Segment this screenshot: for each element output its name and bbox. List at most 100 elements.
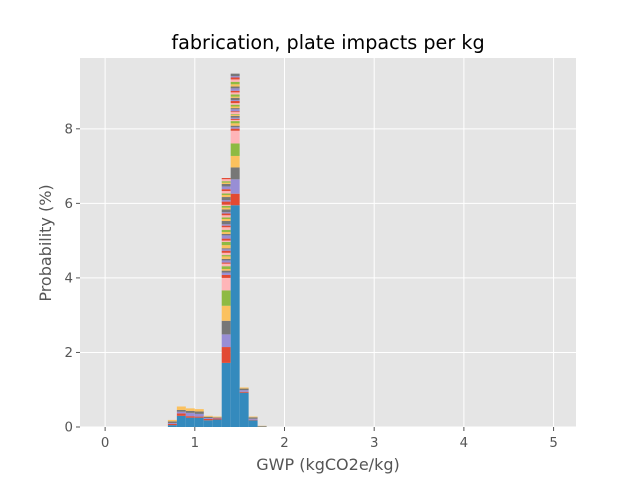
plot-background	[80, 58, 576, 427]
histogram-bar	[239, 391, 249, 393]
histogram-bar	[230, 111, 240, 113]
histogram-bar	[203, 418, 213, 421]
histogram-bar	[248, 418, 258, 420]
histogram-bar	[230, 112, 240, 115]
histogram-bar	[230, 79, 240, 82]
histogram-bar	[221, 233, 231, 236]
histogram-bar	[185, 408, 195, 411]
x-tick-label: 1	[191, 436, 199, 451]
histogram-bar	[176, 411, 186, 414]
histogram-bar	[221, 269, 231, 271]
histogram-bar	[221, 186, 231, 190]
histogram-bar	[230, 118, 240, 120]
histogram-bar	[167, 421, 177, 424]
histogram-bar	[194, 413, 204, 417]
histogram-bar	[257, 425, 267, 427]
histogram-bar	[221, 207, 231, 210]
histogram-bar	[221, 183, 231, 187]
histogram-bar	[221, 191, 231, 194]
histogram-bar	[221, 272, 231, 275]
histogram-bar	[230, 108, 240, 110]
histogram-bar	[221, 250, 231, 253]
histogram-bar	[185, 416, 195, 418]
histogram-bar	[221, 219, 231, 222]
histogram-bar	[221, 221, 231, 225]
x-tick-label: 4	[460, 436, 468, 451]
chart-title: fabrication, plate impacts per kg	[171, 31, 484, 54]
histogram-bar	[230, 84, 240, 87]
histogram-bar	[230, 106, 240, 109]
histogram-bar	[230, 115, 240, 118]
histogram-bar	[221, 179, 231, 182]
histogram-bar	[221, 194, 231, 198]
histogram-bar	[230, 130, 240, 144]
histogram-bar	[230, 205, 240, 427]
y-axis-ticks: 0 2 4 6 8	[65, 122, 80, 436]
y-tick-label: 2	[65, 346, 73, 361]
histogram-bar	[230, 114, 240, 115]
histogram-bar	[230, 76, 240, 78]
y-tick-label: 6	[65, 197, 73, 212]
x-axis-label: GWP (kgCO2e/kg)	[256, 455, 399, 474]
histogram-bar	[203, 416, 213, 419]
histogram-bar	[221, 266, 231, 270]
histogram-bar	[221, 227, 231, 230]
histogram-bar	[230, 96, 240, 98]
histogram-bar	[221, 232, 231, 234]
histogram-bar	[167, 425, 177, 427]
histogram-bar	[257, 426, 267, 427]
histogram-bar	[203, 418, 213, 419]
histogram-bar	[221, 249, 231, 251]
histogram-bar	[239, 392, 249, 427]
histogram-bar	[212, 419, 222, 427]
y-tick-label: 0	[65, 421, 73, 436]
histogram-bar	[221, 362, 231, 427]
histogram-bar	[230, 121, 240, 124]
histogram-bar	[221, 256, 231, 259]
histogram-bar	[176, 413, 186, 416]
histogram-bar	[221, 217, 231, 220]
histogram-bar	[221, 181, 231, 183]
histogram-bar	[230, 90, 240, 93]
histogram-bar	[221, 201, 231, 205]
histogram-bar	[221, 252, 231, 256]
bars	[167, 73, 267, 427]
histogram-bar	[221, 260, 231, 263]
histogram-bar	[212, 417, 222, 418]
histogram-bar	[230, 86, 240, 89]
histogram-bar	[230, 155, 240, 168]
histogram-bar	[221, 241, 231, 246]
histogram-bar	[221, 189, 231, 192]
histogram-bar	[221, 224, 231, 226]
histogram-bar	[230, 97, 240, 101]
histogram-bar	[221, 240, 231, 242]
histogram-bar	[221, 193, 231, 195]
histogram-bar	[221, 178, 231, 180]
histogram-bar	[221, 238, 231, 241]
y-tick-label: 8	[65, 122, 73, 137]
histogram-bar	[221, 205, 231, 208]
histogram-bar	[221, 262, 231, 264]
histogram-bar	[185, 412, 195, 417]
histogram-bar	[221, 182, 231, 184]
histogram-bar	[221, 197, 231, 201]
histogram-bar	[230, 167, 240, 180]
histogram-bar	[221, 263, 231, 267]
histogram-bar	[221, 248, 231, 250]
histogram-bar	[230, 94, 240, 97]
histogram-bar	[221, 235, 231, 239]
histogram-bar	[248, 417, 258, 419]
histogram-bar	[230, 77, 240, 80]
histogram-bar	[221, 225, 231, 228]
histogram-bar	[230, 109, 240, 112]
x-tick-label: 3	[370, 436, 378, 451]
x-tick-label: 2	[280, 436, 288, 451]
histogram-bar	[221, 270, 231, 273]
histogram-bar	[230, 125, 240, 128]
histogram-bar	[230, 92, 240, 95]
histogram-bar	[167, 423, 177, 424]
histogram-bar	[230, 73, 240, 77]
histogram-bar	[221, 290, 231, 306]
histogram-bar	[212, 418, 222, 420]
